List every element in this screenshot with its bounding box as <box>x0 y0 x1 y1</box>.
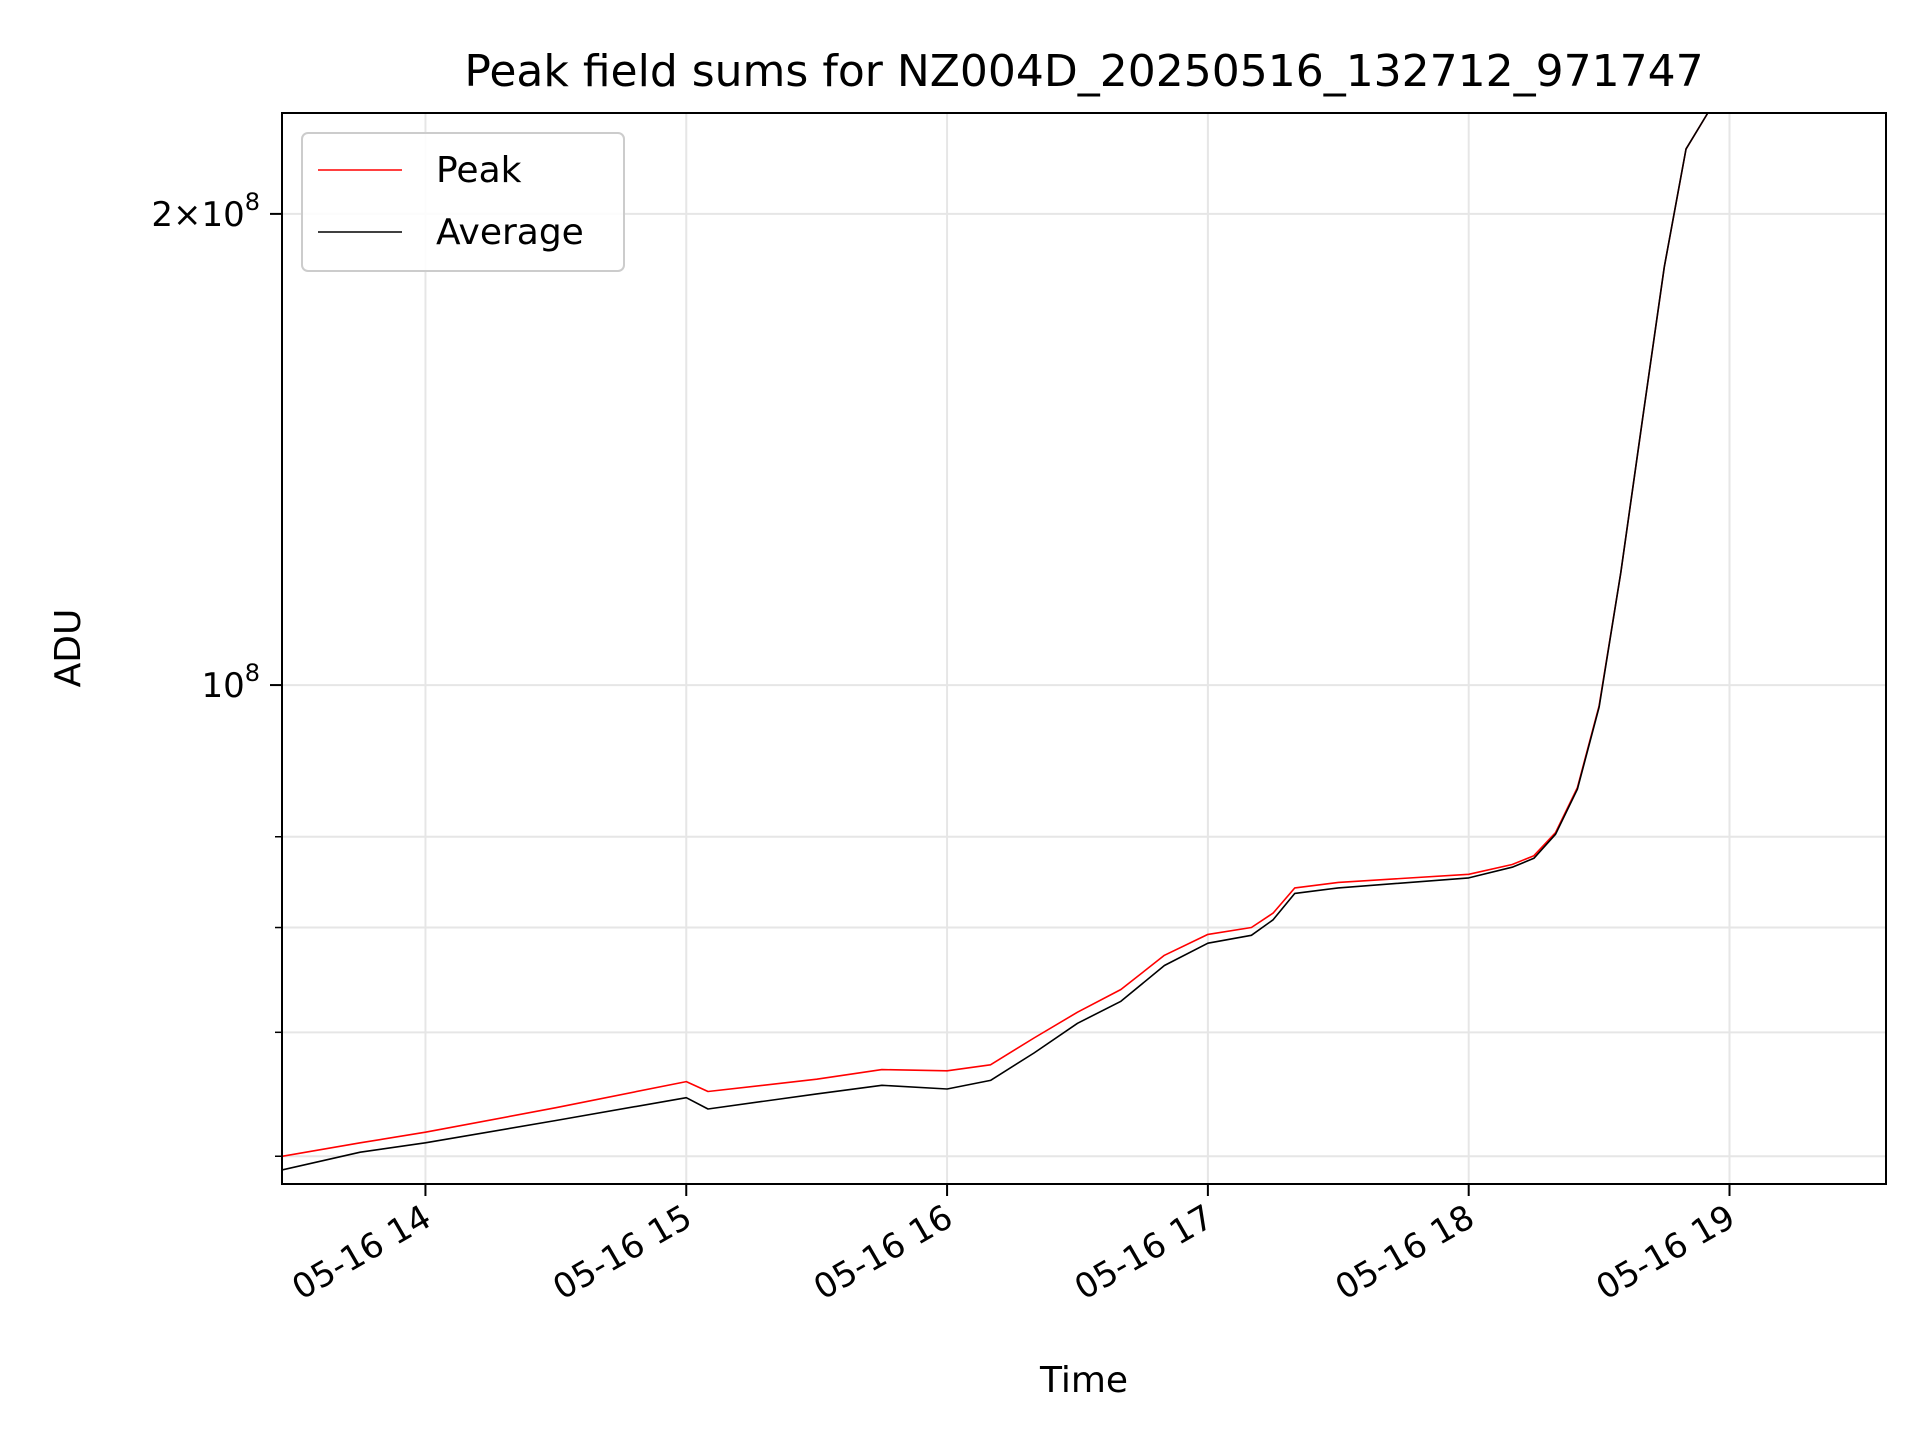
y-axis-label: ADU <box>48 609 89 688</box>
y-tick-label: 108 <box>201 659 260 706</box>
x-axis-label: Time <box>1039 1360 1128 1401</box>
legend-label-peak: Peak <box>436 150 522 191</box>
chart-title: Peak field sums for NZ004D_20250516_1327… <box>464 46 1703 97</box>
legend-box <box>301 132 625 272</box>
series-group <box>282 113 1709 1171</box>
legend: Peak Average <box>301 132 625 272</box>
y-axis: 2×108 108 <box>151 188 282 1158</box>
legend-label-average: Average <box>436 212 584 253</box>
y-tick-label: 2×108 <box>151 188 260 235</box>
plot-frame <box>281 112 1887 1185</box>
series-line-average <box>282 113 1709 1171</box>
